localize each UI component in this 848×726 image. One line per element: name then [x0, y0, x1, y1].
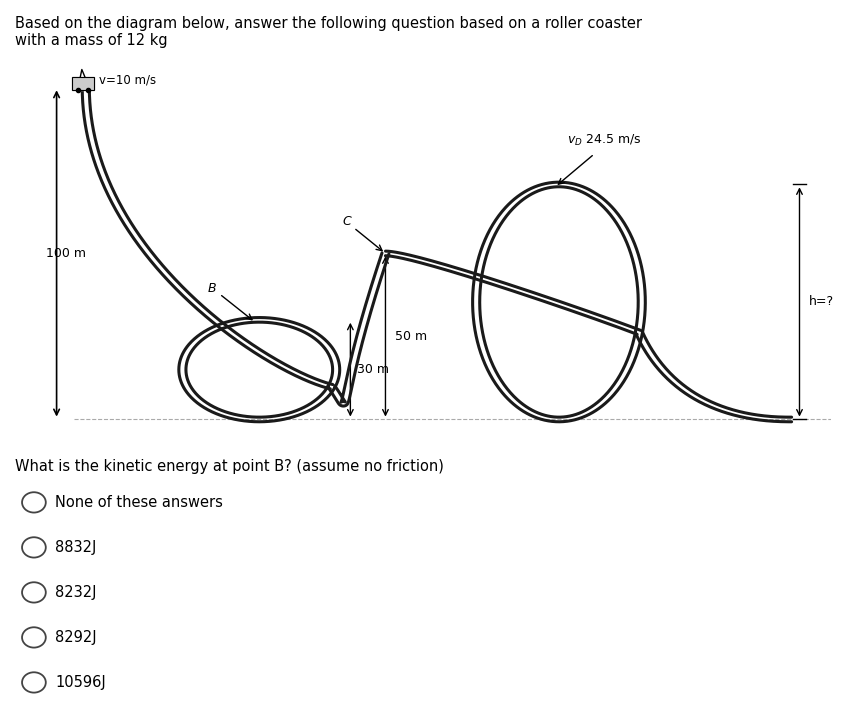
Text: 100 m: 100 m: [46, 247, 86, 260]
Bar: [72, 77, 94, 90]
Text: 30 m: 30 m: [357, 363, 388, 376]
Text: 10596J: 10596J: [55, 675, 106, 690]
Text: What is the kinetic energy at point B? (assume no friction): What is the kinetic energy at point B? (…: [15, 459, 444, 474]
Text: None of these answers: None of these answers: [55, 495, 223, 510]
Text: with a mass of 12 kg: with a mass of 12 kg: [15, 33, 168, 49]
Text: 50 m: 50 m: [395, 330, 427, 343]
Text: v=10 m/s: v=10 m/s: [99, 73, 156, 86]
Text: C: C: [342, 216, 382, 250]
Text: 8292J: 8292J: [55, 630, 97, 645]
Text: 8232J: 8232J: [55, 585, 97, 600]
Text: 8832J: 8832J: [55, 540, 97, 555]
Text: B: B: [208, 282, 252, 319]
Bar: [72, 77, 94, 90]
Text: Based on the diagram below, answer the following question based on a roller coas: Based on the diagram below, answer the f…: [15, 16, 642, 31]
Text: h=?: h=?: [809, 295, 834, 309]
Text: $v_D$ 24.5 m/s: $v_D$ 24.5 m/s: [566, 133, 641, 147]
